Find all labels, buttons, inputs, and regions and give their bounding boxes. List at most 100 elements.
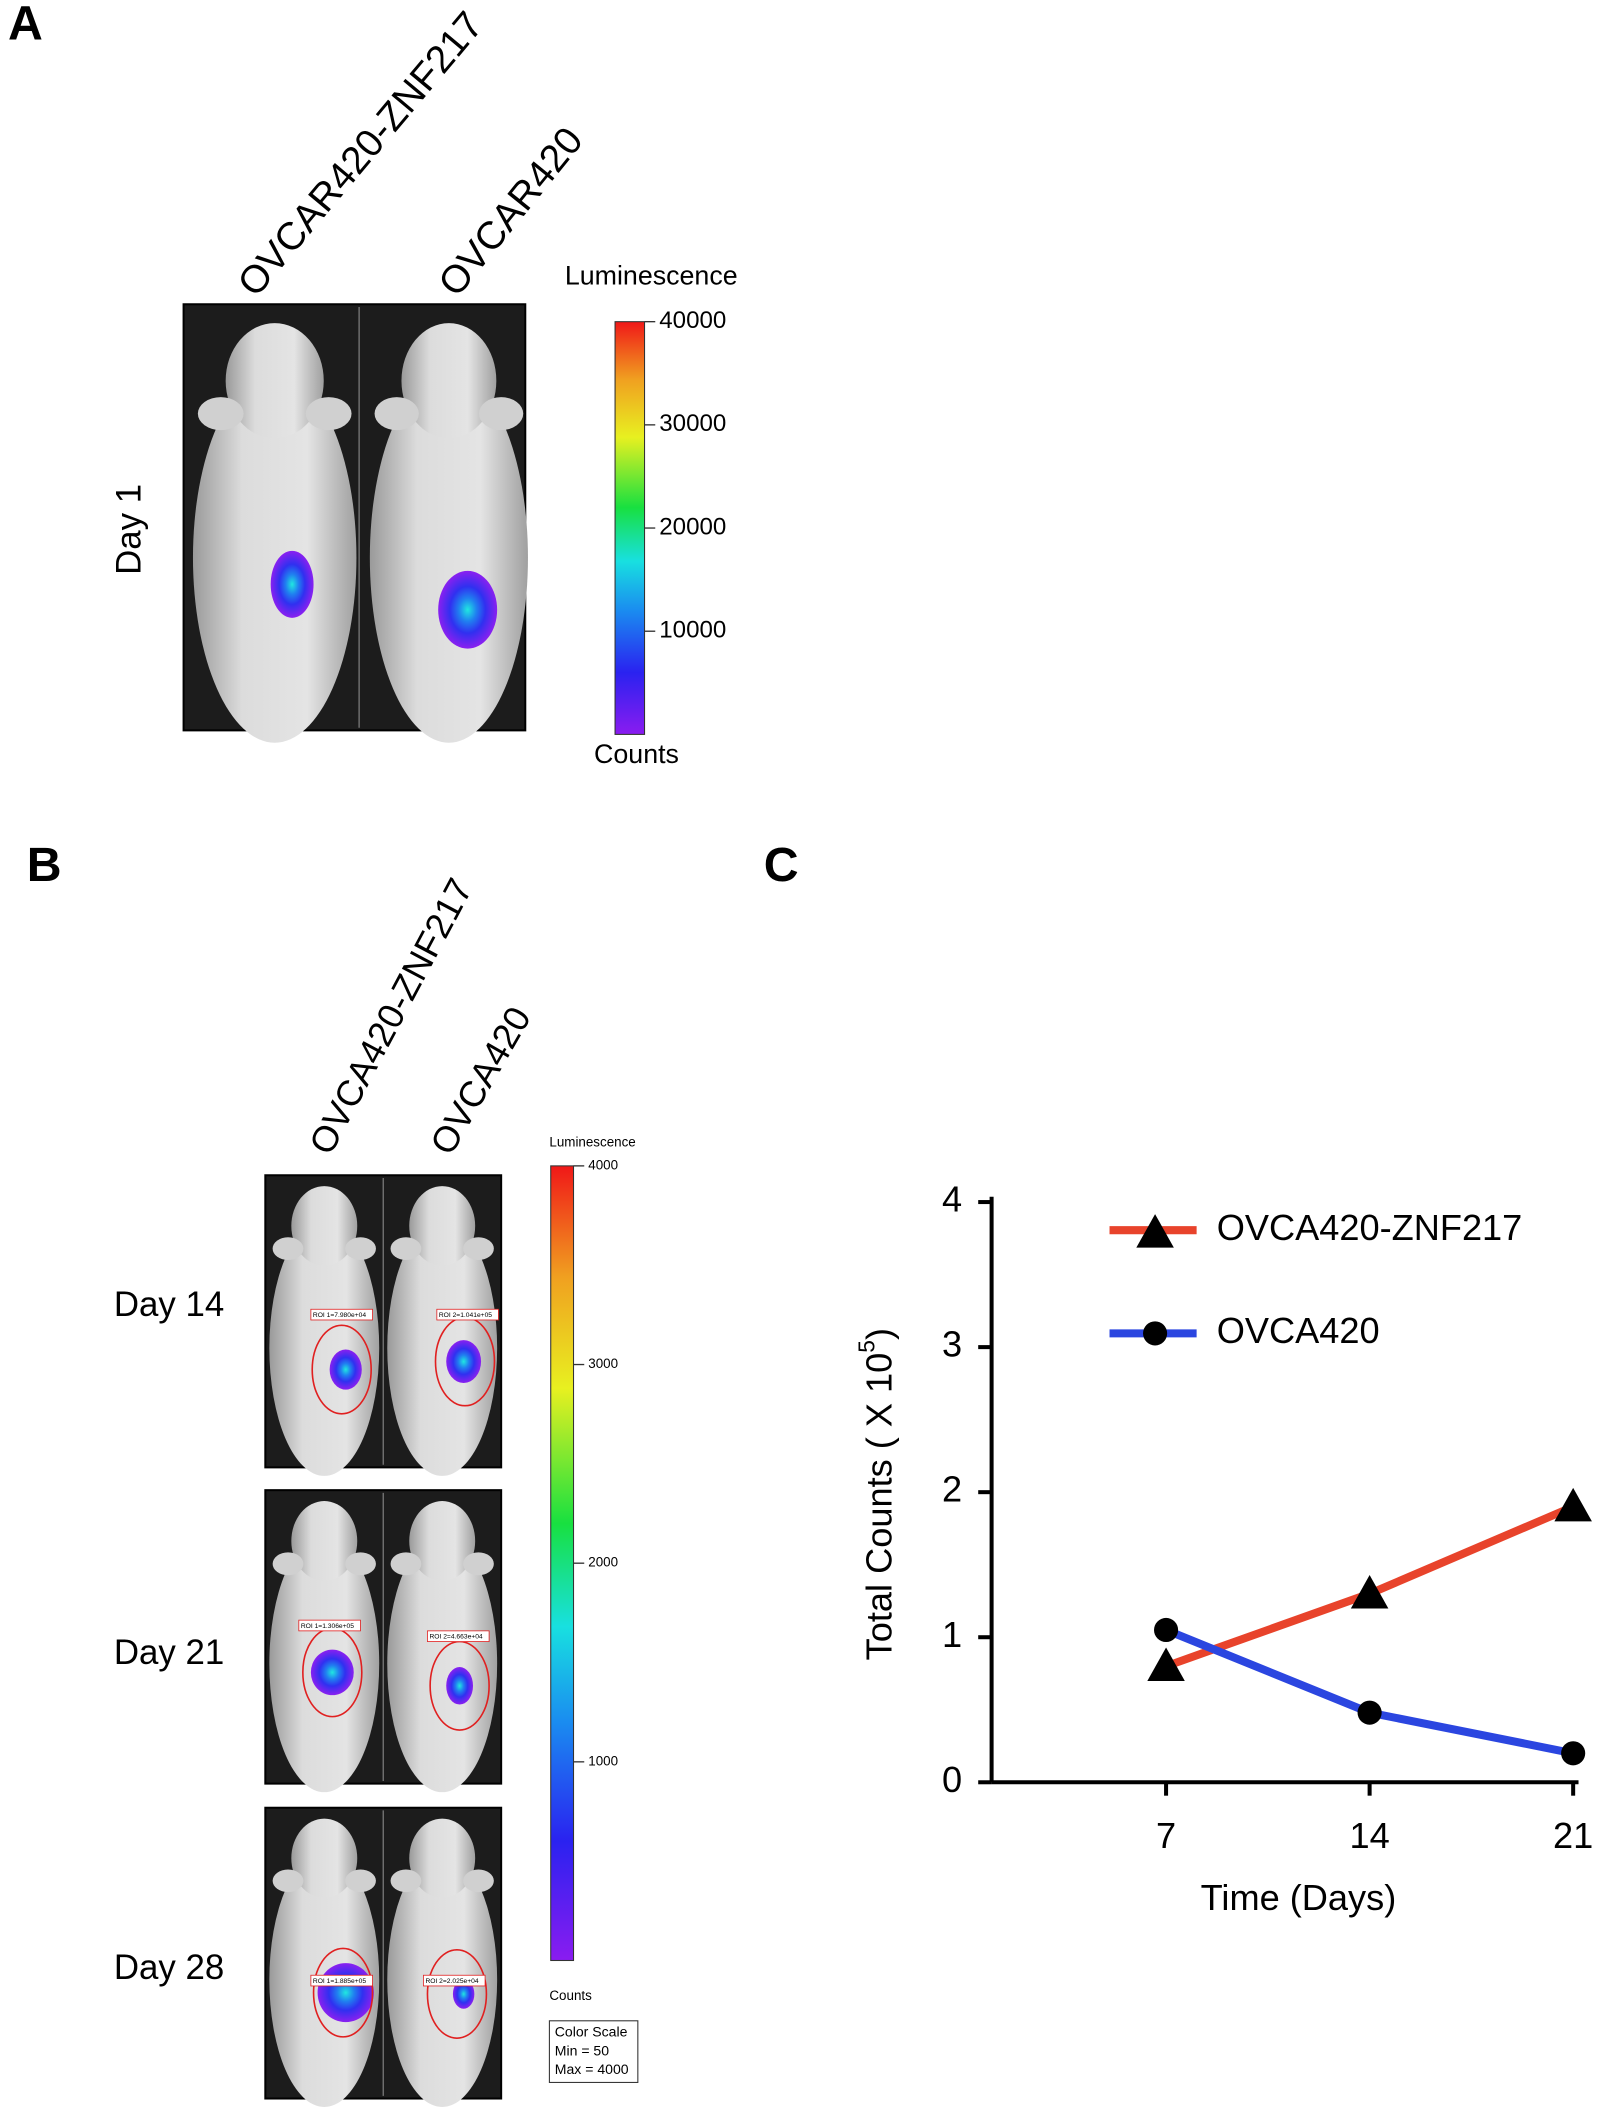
legend-label: OVCA420	[1217, 1310, 1380, 1351]
roi-label-box	[436, 1308, 499, 1321]
roi-label-box	[298, 1619, 361, 1632]
column-label: OVCA420	[422, 1000, 539, 1162]
roi-label: ROI 1=7.980e+04	[313, 1312, 366, 1319]
luminescence-signal	[452, 1979, 475, 2009]
luminescence-signal	[329, 1349, 362, 1390]
panel-label: C	[764, 838, 799, 892]
roi-label-box	[427, 1630, 490, 1642]
roi-label: ROI 2=4.663e+04	[429, 1634, 482, 1641]
mouse-head	[291, 1501, 358, 1581]
mouse-body	[369, 372, 528, 743]
y-axis-label-suffix: )	[858, 1328, 899, 1340]
y-axis-label-exponent: 5	[853, 1340, 879, 1353]
colorbar-bottom-label: Counts	[594, 739, 679, 769]
mouse-ear	[305, 397, 352, 431]
colorbar-tick-label: 4000	[588, 1157, 618, 1172]
marker	[1154, 1617, 1179, 1643]
roi-label: ROI 1=1.885e+05	[313, 1978, 366, 1985]
mouse-ear	[272, 1869, 304, 1893]
mouse-head	[291, 1186, 358, 1266]
mouse-ear	[345, 1869, 376, 1893]
roi-label-box	[310, 1974, 373, 1987]
luminescence-signal	[446, 1667, 474, 1705]
mouse-ear	[463, 1237, 494, 1261]
colorbar-tick-label: 3000	[588, 1356, 618, 1371]
mouse-ear	[463, 1552, 494, 1576]
colorbar-title: Luminescence	[565, 261, 738, 291]
y-tick-label: 1	[942, 1614, 962, 1655]
mouse-ear	[345, 1237, 376, 1261]
roi-label-box	[310, 1308, 373, 1321]
roi-circle	[426, 1948, 488, 2040]
colorbar-tick-label: 2000	[588, 1555, 618, 1570]
color-scale-text: Min = 50	[555, 2042, 610, 2058]
mouse-head	[409, 1186, 476, 1266]
roi-label-box	[423, 1974, 486, 1987]
luminescence-signal	[438, 570, 498, 649]
color-scale-text: Max = 4000	[555, 2061, 629, 2077]
color-scale-box	[548, 2020, 639, 2083]
colorbar-tick-label: 30000	[659, 410, 726, 437]
roi-circle	[311, 1324, 372, 1415]
mouse-head	[409, 1818, 476, 1898]
marker	[1561, 1741, 1586, 1766]
mouse-ear	[390, 1237, 422, 1261]
marker	[1147, 1647, 1185, 1681]
mouse-ear	[345, 1552, 376, 1576]
color-scale-text: Color Scale	[555, 2024, 628, 2040]
colorbar-tick-label: 20000	[659, 513, 726, 540]
mouse-ear	[272, 1237, 304, 1261]
x-axis-label: Time (Days)	[1201, 1877, 1397, 1918]
colorbar	[614, 321, 646, 735]
colorbar-tick-label: 40000	[659, 307, 726, 334]
mouse-ear	[390, 1869, 422, 1893]
y-axis-label: Total Counts ( X 105)	[853, 1328, 899, 1660]
row-label: Day 28	[114, 1948, 224, 1987]
row-label: Day 21	[114, 1633, 224, 1672]
colorbar-tick-label: 1000	[588, 1753, 618, 1768]
colorbar-title: Luminescence	[549, 1135, 635, 1150]
y-tick-label: 0	[942, 1759, 962, 1800]
roi-label: ROI 2=1.041e+05	[439, 1312, 492, 1319]
marker	[1350, 1574, 1389, 1609]
colorbar	[550, 1165, 575, 1962]
mouse-body	[387, 1220, 498, 1476]
luminescence-signal	[310, 1649, 354, 1696]
y-tick-label: 3	[942, 1324, 962, 1365]
colorbar-tick-label: 10000	[659, 617, 726, 644]
mouse-ear	[463, 1869, 494, 1893]
mouse-ear	[197, 397, 244, 431]
colorbar-bottom-label: Counts	[549, 1988, 592, 2003]
luminescence-signal	[270, 550, 314, 618]
luminescence-signal	[446, 1340, 482, 1383]
mouse-ear	[478, 397, 524, 431]
marker	[1554, 1487, 1592, 1522]
marker	[1357, 1700, 1382, 1725]
roi-label: ROI 2=2.025e+04	[425, 1978, 478, 1985]
y-tick-label: 4	[942, 1179, 962, 1220]
row-label: Day 1	[110, 484, 149, 575]
panel-label: B	[27, 838, 62, 892]
mouse-head	[225, 323, 324, 439]
mouse-ear	[390, 1552, 422, 1576]
luminescence-signal	[317, 1963, 374, 2023]
y-axis-label-text: Total Counts ( X 10	[858, 1353, 899, 1661]
mouse-ear	[374, 397, 419, 431]
mouse-head	[401, 323, 497, 439]
legend-marker	[1143, 1321, 1168, 1346]
mouse-head	[409, 1501, 476, 1581]
panel-label: A	[8, 0, 43, 51]
mouse-ear	[272, 1552, 304, 1576]
x-tick-label: 21	[1553, 1815, 1593, 1856]
roi-circle	[312, 1947, 374, 2038]
legend-label: OVCA420-ZNF217	[1217, 1207, 1523, 1248]
legend-marker	[1136, 1214, 1174, 1248]
y-tick-label: 2	[942, 1469, 962, 1510]
mouse-body	[192, 372, 357, 743]
mouse-head	[291, 1818, 358, 1898]
x-tick-label: 14	[1349, 1815, 1389, 1856]
roi-label: ROI 1=1.306e+05	[301, 1623, 354, 1630]
x-tick-label: 7	[1156, 1815, 1176, 1856]
